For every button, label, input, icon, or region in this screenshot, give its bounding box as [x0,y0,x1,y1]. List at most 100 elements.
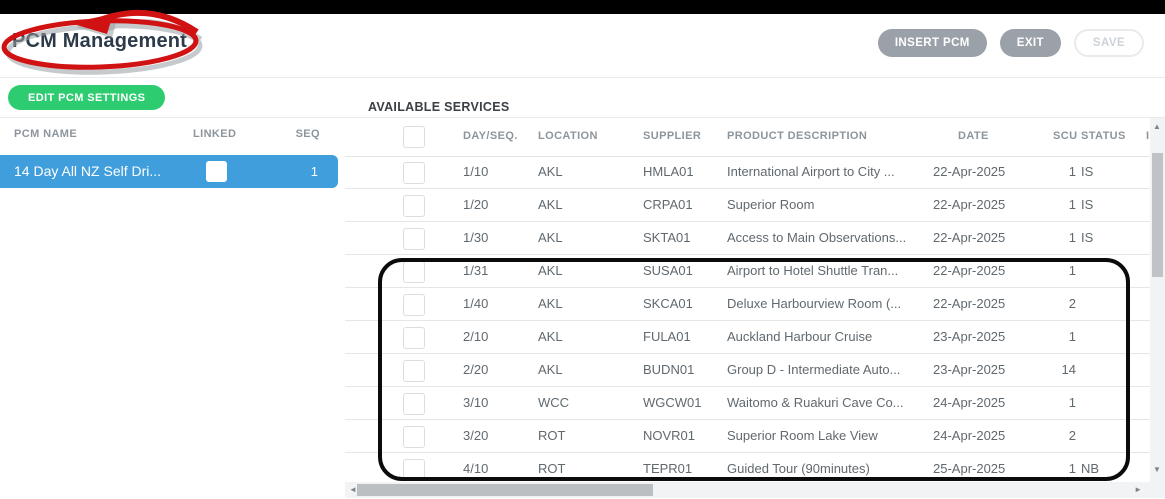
service-date: 22-Apr-2025 [933,164,1006,179]
service-location: AKL [538,296,563,311]
service-scu: 14 [1061,362,1076,377]
service-date: 24-Apr-2025 [933,395,1006,410]
scroll-left-icon[interactable]: ◄ [349,485,357,494]
service-supplier: CRPA01 [643,197,693,212]
service-location: AKL [538,263,563,278]
header-divider [0,77,1165,78]
service-scu: 1 [1068,197,1076,212]
scu-column-header: SCU [1053,130,1078,142]
services-table-body: 1/10 AKL HMLA01 International Airport to… [345,156,1150,482]
service-row[interactable]: 1/30 AKL SKTA01 Access to Main Observati… [345,222,1150,255]
service-date: 25-Apr-2025 [933,461,1006,476]
service-row[interactable]: 1/10 AKL HMLA01 International Airport to… [345,156,1150,189]
service-location: ROT [538,461,566,476]
service-row[interactable]: 2/10 AKL FULA01 Auckland Harbour Cruise … [345,321,1150,354]
service-scu: 1 [1068,461,1076,476]
linked-column-header: LINKED [193,128,237,140]
service-product-description: Guided Tour (90minutes) [727,461,870,476]
scroll-up-icon[interactable]: ▲ [1153,122,1161,131]
service-row[interactable]: 3/20 ROT NOVR01 Superior Room Lake View … [345,420,1150,453]
row-checkbox[interactable] [403,162,425,184]
service-location: WCC [538,395,570,410]
service-date: 22-Apr-2025 [933,296,1006,311]
service-supplier: TEPR01 [643,461,693,476]
row-checkbox[interactable] [403,360,425,382]
row-checkbox[interactable] [403,393,425,415]
service-supplier: HMLA01 [643,164,694,179]
service-supplier: BUDN01 [643,362,695,377]
vertical-scrollbar-thumb[interactable] [1152,153,1163,277]
scroll-down-icon[interactable]: ▼ [1153,465,1161,474]
service-scu: 1 [1068,329,1076,344]
pcm-row[interactable]: 14 Day All NZ Self Dri... 1 [0,155,338,188]
service-product-description: Airport to Hotel Shuttle Tran... [727,263,899,278]
service-dayseq: 1/20 [463,197,489,212]
service-date: 22-Apr-2025 [933,230,1006,245]
available-services-title: AVAILABLE SERVICES [368,100,510,114]
service-dayseq: 1/10 [463,164,489,179]
vertical-scrollbar[interactable]: ▲ ▼ [1150,118,1165,482]
service-supplier: SKTA01 [643,230,691,245]
service-product-description: Waitomo & Ruakuri Cave Co... [727,395,904,410]
service-date: 22-Apr-2025 [933,263,1006,278]
row-checkbox[interactable] [403,459,425,481]
pcm-list: 14 Day All NZ Self Dri... 1 [0,155,338,188]
insert-pcm-button[interactable]: INSERT PCM [877,29,987,57]
service-row[interactable]: 4/10 ROT TEPR01 Guided Tour (90minutes) … [345,453,1150,482]
service-supplier: SUSA01 [643,263,693,278]
service-supplier: SKCA01 [643,296,693,311]
service-supplier: FULA01 [643,329,691,344]
linked-checkbox[interactable] [206,161,227,182]
row-checkbox[interactable] [403,228,425,250]
service-scu: 1 [1068,395,1076,410]
window-title-bar [0,0,1165,14]
edit-pcm-settings-button[interactable]: EDIT PCM SETTINGS [8,85,166,110]
row-checkbox[interactable] [403,294,425,316]
service-supplier: WGCW01 [643,395,702,410]
service-dayseq: 2/10 [463,329,489,344]
horizontal-scrollbar[interactable]: ◄ ► [345,482,1150,498]
service-dayseq: 2/20 [463,362,489,377]
service-supplier: NOVR01 [643,428,696,443]
seq-column-header: SEQ [295,128,320,140]
header-buttons: INSERT PCM EXIT SAVE [877,29,1144,57]
service-product-description: Deluxe Harbourview Room (... [727,296,902,311]
service-date: 23-Apr-2025 [933,329,1006,344]
service-location: AKL [538,329,563,344]
scroll-right-icon[interactable]: ► [1134,485,1142,494]
service-location: AKL [538,164,563,179]
toolbar-divider [0,117,1165,118]
horizontal-scrollbar-thumb[interactable] [357,484,653,496]
service-row[interactable]: 2/20 AKL BUDN01 Group D - Intermediate A… [345,354,1150,387]
service-dayseq: 3/10 [463,395,489,410]
service-row[interactable]: 1/40 AKL SKCA01 Deluxe Harbourview Room … [345,288,1150,321]
row-checkbox[interactable] [403,426,425,448]
service-dayseq: 1/30 [463,230,489,245]
service-scu: 1 [1068,164,1076,179]
service-location: AKL [538,362,563,377]
service-dayseq: 4/10 [463,461,489,476]
supplier-column-header: SUPPLIER [643,130,702,142]
service-row[interactable]: 1/31 AKL SUSA01 Airport to Hotel Shuttle… [345,255,1150,288]
row-checkbox[interactable] [403,195,425,217]
location-column-header: LOCATION [538,130,598,142]
service-scu: 2 [1068,428,1076,443]
service-product-description: Superior Room [727,197,815,212]
service-date: 24-Apr-2025 [933,428,1006,443]
service-product-description: Group D - Intermediate Auto... [727,362,901,377]
exit-button[interactable]: EXIT [999,29,1061,57]
page-title: PCM Management [12,30,188,52]
service-row[interactable]: 3/10 WCC WGCW01 Waitomo & Ruakuri Cave C… [345,387,1150,420]
service-status: IS [1081,164,1094,179]
row-checkbox[interactable] [403,261,425,283]
service-row[interactable]: 1/20 AKL CRPA01 Superior Room 22-Apr-202… [345,189,1150,222]
row-checkbox[interactable] [403,327,425,349]
pcm-row-name: 14 Day All NZ Self Dri... [14,163,162,179]
date-column-header: DATE [958,130,989,142]
service-status: IS [1081,230,1094,245]
service-product-description: Access to Main Observations... [727,230,907,245]
save-button[interactable]: SAVE [1073,29,1144,57]
select-all-checkbox[interactable] [403,126,425,148]
service-status: NB [1081,461,1100,476]
clipped-column-header: I [1146,130,1150,142]
